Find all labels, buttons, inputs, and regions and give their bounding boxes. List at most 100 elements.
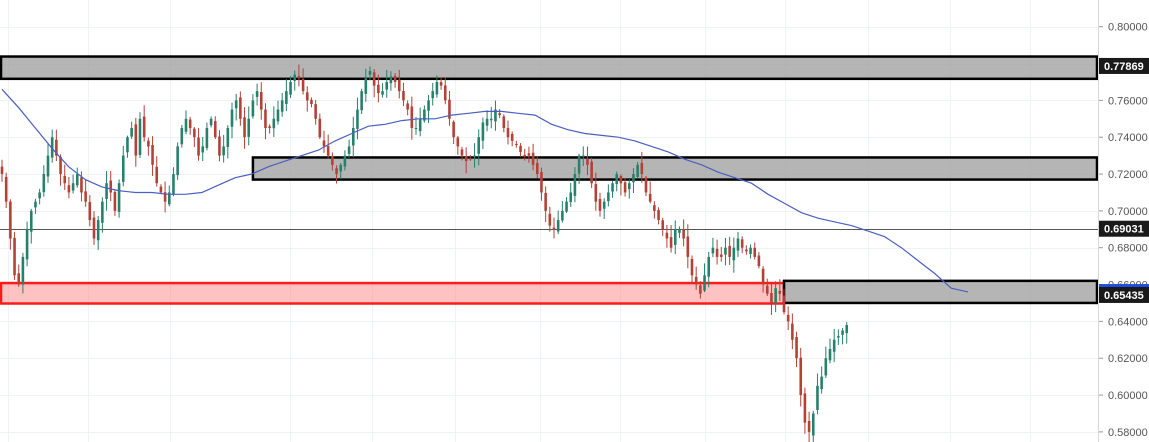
candle-down — [239, 97, 242, 119]
candle-up — [121, 155, 125, 182]
candle-down — [406, 103, 409, 110]
candle-up — [29, 210, 33, 232]
candle-down — [243, 117, 246, 138]
candle-up — [126, 137, 129, 153]
candle-down — [598, 198, 602, 211]
candle-down — [506, 128, 510, 138]
candle-up — [565, 201, 568, 212]
candle-up — [167, 192, 171, 205]
axis-tick-label: 0.80000 — [1108, 22, 1148, 34]
candle-up — [736, 238, 740, 251]
axis-tick-label: 0.74000 — [1108, 132, 1148, 144]
candle-up — [845, 325, 849, 334]
candle-up — [611, 183, 614, 192]
candle-down — [544, 192, 547, 211]
candle-up — [418, 118, 422, 132]
candle-down — [510, 133, 514, 141]
candle-down — [55, 139, 58, 156]
candle-down — [590, 161, 593, 184]
candle-down — [448, 99, 451, 119]
candle-down — [699, 285, 702, 294]
candle-up — [117, 183, 121, 212]
candle-up — [360, 91, 363, 111]
candle-down — [402, 90, 405, 101]
candle-down — [586, 158, 589, 165]
axis-tick-label: 0.62000 — [1108, 353, 1148, 365]
candle-up — [272, 118, 276, 129]
candle-up — [351, 127, 355, 146]
axis-tick-label: 0.72000 — [1108, 169, 1148, 181]
candle-down — [757, 255, 761, 267]
candle-up — [473, 155, 476, 157]
axis-tick-label: 0.58000 — [1108, 427, 1148, 439]
candle-up — [96, 220, 100, 241]
candle-down — [661, 220, 665, 230]
candle-down — [778, 290, 782, 294]
candle-down — [502, 116, 506, 128]
candle-down — [807, 421, 811, 432]
candle-down — [80, 177, 83, 193]
candle-down — [682, 229, 685, 239]
candle-down — [372, 72, 376, 86]
candle-down — [439, 82, 443, 86]
candle-up — [828, 348, 832, 361]
price-label-box — [1099, 286, 1149, 303]
candle-up — [711, 247, 715, 254]
candle-up — [837, 336, 840, 338]
candle-up — [38, 192, 41, 199]
candle-down — [443, 85, 447, 101]
candle-down — [644, 177, 648, 193]
candle-down — [377, 84, 380, 94]
candle-down — [690, 258, 694, 276]
price-label-text: 0.65435 — [1104, 290, 1144, 302]
candle-up — [569, 192, 573, 203]
axis-tick-label: 0.76000 — [1108, 95, 1148, 107]
price-label-text: 0.69031 — [1104, 224, 1144, 236]
candle-down — [657, 210, 660, 221]
candle-down — [523, 154, 527, 156]
candle-up — [280, 100, 284, 112]
candle-up — [774, 288, 777, 304]
candle-up — [172, 174, 175, 195]
candle-down — [134, 124, 138, 156]
candle-up — [673, 229, 677, 245]
candle-up — [234, 100, 238, 109]
grid-lines — [0, 0, 1098, 442]
candle-down — [335, 168, 338, 175]
candle-down — [188, 119, 192, 128]
candle-down — [765, 285, 769, 294]
candle-up — [431, 91, 435, 99]
candle-up — [255, 91, 259, 97]
axis-tick-label: 0.60000 — [1108, 390, 1148, 402]
candle-up — [34, 201, 37, 208]
candle-down — [193, 128, 196, 138]
candle-down — [197, 137, 200, 156]
candle-down — [669, 237, 673, 248]
candle-up — [364, 78, 368, 94]
candle-down — [648, 193, 652, 202]
candle-up — [356, 109, 359, 129]
zone-right — [782, 279, 1099, 305]
candle-up — [293, 74, 297, 81]
price-label-text: 0.77869 — [1104, 61, 1144, 73]
candle-up — [130, 127, 133, 137]
candle-down — [301, 79, 305, 92]
candle-up — [832, 339, 836, 352]
candle-down — [142, 116, 146, 138]
candle-up — [556, 220, 560, 232]
candle-up — [75, 174, 79, 186]
candle-up — [678, 229, 681, 233]
candle-down — [548, 213, 552, 226]
candle-up — [749, 247, 752, 254]
candle-up — [21, 256, 25, 285]
candle-up — [101, 201, 104, 223]
candle-down — [464, 156, 468, 162]
candle-up — [184, 118, 188, 132]
candle-down — [786, 314, 790, 322]
candle-down — [653, 205, 656, 211]
candle-up — [636, 164, 639, 178]
candle-up — [707, 256, 711, 277]
candle-down — [322, 140, 326, 147]
